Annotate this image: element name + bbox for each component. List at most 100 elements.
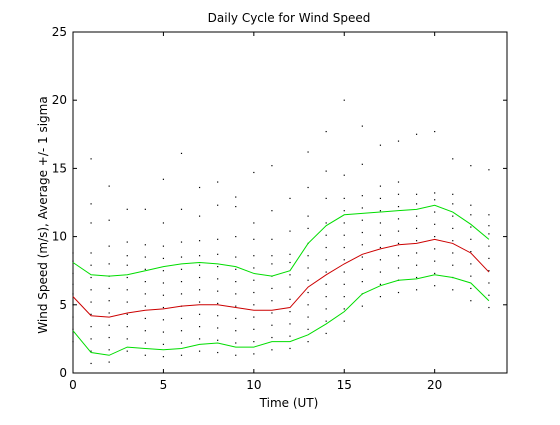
scatter-point [397, 140, 400, 142]
scatter-point [488, 214, 490, 216]
scatter-point [180, 293, 183, 295]
scatter-point [108, 361, 110, 363]
scatter-point [217, 290, 219, 292]
scatter-point [289, 335, 291, 337]
scatter-point [217, 238, 219, 240]
scatter-point [253, 171, 255, 174]
scatter-point [415, 215, 418, 217]
scatter-point [307, 279, 309, 281]
scatter-point [307, 267, 309, 269]
scatter-point [217, 302, 219, 305]
scatter-point [271, 255, 273, 257]
scatter-point [488, 294, 490, 296]
x-tick-label: 0 [69, 378, 77, 392]
scatter-point [235, 268, 237, 270]
scatter-point [470, 275, 472, 277]
scatter-point [126, 326, 128, 328]
x-tick-label: 10 [246, 378, 261, 392]
scatter-point [198, 350, 201, 352]
scatter-point [379, 271, 382, 273]
scatter-point [361, 256, 363, 258]
scatter-point [235, 354, 237, 356]
scatter-point [361, 163, 363, 165]
scatter-point [470, 238, 472, 240]
scatter-point [180, 281, 183, 283]
scatter-point [144, 330, 146, 332]
scatter-point [108, 312, 110, 314]
x-tick-label: 20 [427, 378, 442, 392]
scatter-point [126, 276, 128, 279]
scatter-point [253, 328, 255, 330]
scatter-point [325, 197, 327, 200]
scatter-point [162, 282, 165, 284]
scatter-point [72, 293, 74, 295]
scatter-point [90, 252, 92, 254]
scatter-point [361, 125, 363, 127]
scatter-point [108, 287, 110, 290]
scatter-point [90, 203, 92, 205]
scatter-point [452, 289, 454, 291]
scatter-point [434, 236, 436, 238]
scatter-point [90, 313, 92, 315]
scatter-point [289, 197, 291, 200]
scatter-point [379, 197, 382, 200]
scatter-point [452, 193, 454, 195]
scatter-point [325, 170, 327, 172]
scatter-point [108, 185, 110, 187]
scatter-point [198, 215, 201, 217]
scatter-point [144, 317, 146, 320]
scatter-point [325, 332, 327, 335]
scatter-point [180, 268, 183, 270]
scatter-point [198, 255, 201, 257]
scatter-point [90, 276, 92, 279]
scatter-point [325, 259, 327, 261]
scatter-point [235, 196, 237, 198]
scatter-point [434, 199, 436, 201]
scatter-point [325, 234, 327, 236]
scatter-point [253, 255, 255, 257]
scatter-point [343, 174, 345, 176]
scatter-point [235, 293, 237, 295]
scatter-point [144, 244, 146, 246]
scatter-point [343, 197, 345, 200]
scatter-point [198, 289, 201, 291]
scatter-point [289, 253, 291, 255]
scatter-point [379, 246, 382, 249]
scatter-point [415, 276, 418, 279]
scatter-point [144, 354, 146, 356]
scatter-point [253, 222, 255, 224]
scatter-point [452, 158, 454, 160]
scatter-point [144, 256, 146, 258]
scatter-point [162, 306, 165, 309]
scatter-point [162, 343, 165, 345]
scatter-point [126, 255, 128, 257]
scatter-point [343, 283, 345, 285]
scatter-point [126, 208, 128, 210]
scatter-point [180, 317, 183, 320]
scatter-point [253, 279, 255, 281]
scatter-point [343, 296, 345, 298]
scatter-point [289, 286, 291, 288]
scatter-point [415, 289, 418, 291]
scatter-point [452, 215, 454, 217]
scatter-point [289, 347, 291, 350]
scatter-point [253, 267, 255, 269]
scatter-point [162, 319, 165, 321]
y-axis-ticks: 0 5 10 15 20 25 [52, 25, 507, 380]
scatter-point [217, 253, 219, 255]
scatter-point [343, 222, 345, 224]
scatter-point [162, 294, 165, 296]
scatter-point [271, 336, 273, 339]
scatter-point [108, 245, 110, 247]
scatter-point [108, 263, 110, 265]
scatter-point [90, 338, 92, 340]
scatter-point [217, 327, 219, 329]
scatter-point [217, 204, 219, 206]
scatter-point [217, 278, 219, 280]
scatter-point [126, 350, 128, 352]
scatter-point [271, 210, 273, 212]
scatter-point [325, 308, 327, 310]
scatter-point [307, 328, 309, 330]
y-tick-label: 25 [52, 25, 67, 39]
scatter-point [452, 227, 454, 230]
